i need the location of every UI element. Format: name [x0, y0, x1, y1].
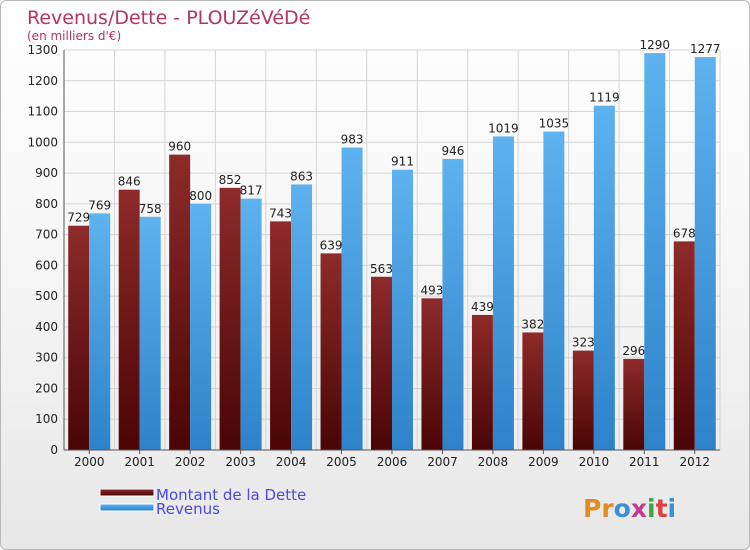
value-label-dette: 729: [67, 211, 90, 225]
value-label-revenus: 1019: [488, 121, 519, 135]
value-label-revenus: 769: [88, 198, 111, 212]
bar-revenus: [593, 105, 615, 450]
value-label-revenus: 946: [442, 144, 465, 158]
value-label-revenus: 983: [341, 133, 364, 147]
legend-label-dette: Montant de la Dette: [156, 486, 306, 504]
value-label-dette: 639: [320, 238, 343, 252]
y-tick-label: 100: [35, 412, 58, 426]
y-tick-label: 200: [35, 381, 58, 395]
bar-revenus: [644, 53, 666, 450]
chart-subtitle: (en milliers d'€): [27, 29, 121, 43]
logo-letter: P: [583, 494, 601, 523]
value-label-dette: 743: [269, 206, 292, 220]
bar-revenus: [694, 57, 716, 450]
y-tick-label: 800: [35, 197, 58, 211]
bar-revenus: [291, 184, 313, 450]
bar-revenus: [543, 131, 565, 451]
x-tick-label: 2012: [679, 455, 710, 469]
legend: Montant de la Dette Revenus: [99, 486, 306, 518]
x-tick-label: 2005: [326, 455, 357, 469]
bar-revenus: [190, 203, 212, 450]
bar-dette: [169, 154, 191, 450]
bar-revenus: [392, 169, 413, 450]
y-tick-label: 1100: [27, 105, 58, 119]
y-tick-label: 500: [35, 289, 58, 303]
logo-letter: r: [601, 494, 614, 523]
x-tick-label: 2000: [74, 455, 105, 469]
y-tick-label: 900: [35, 166, 58, 180]
value-label-revenus: 817: [240, 184, 263, 198]
logo-letter: i: [668, 494, 677, 523]
value-label-revenus: 800: [189, 189, 212, 203]
y-tick-label: 1300: [27, 43, 58, 57]
value-label-revenus: 758: [139, 202, 162, 216]
value-label-revenus: 1290: [640, 38, 671, 52]
value-label-dette: 960: [168, 140, 191, 154]
x-tick-label: 2006: [377, 455, 408, 469]
bar-dette: [68, 225, 90, 450]
value-label-dette: 846: [118, 175, 141, 189]
y-tick-label: 600: [35, 258, 58, 272]
value-label-dette: 852: [219, 173, 242, 187]
chart-title: Revenus/Dette - PLOUZéVéDé: [27, 7, 310, 29]
value-label-dette: 493: [421, 283, 444, 297]
bars-layer: [68, 53, 716, 451]
value-label-revenus: 1035: [539, 117, 570, 131]
x-tick-label: 2003: [225, 455, 256, 469]
value-label-dette: 296: [622, 344, 645, 358]
value-label-revenus: 1119: [589, 91, 620, 105]
y-tick-label: 300: [35, 351, 58, 365]
bar-revenus: [89, 213, 111, 450]
bar-revenus: [240, 198, 262, 450]
bar-dette: [118, 189, 140, 450]
legend-label-revenus: Revenus: [156, 500, 220, 518]
y-tick-label: 1200: [27, 74, 58, 88]
logo-letter: o: [614, 494, 631, 523]
legend-swatch-revenus: [99, 503, 155, 512]
logo-letter: t: [656, 494, 668, 523]
bar-dette: [270, 221, 292, 450]
x-tick-label: 2002: [175, 455, 206, 469]
value-label-dette: 382: [521, 317, 544, 331]
x-tick-label: 2010: [579, 455, 610, 469]
bar-revenus: [492, 136, 514, 450]
axis-layer: 0 100 200 300 400 500 600 700 800 900 1000 1100 1200…: [27, 43, 720, 469]
value-label-revenus: 863: [290, 169, 313, 183]
x-tick-label: 2008: [478, 455, 509, 469]
y-tick-label: 700: [35, 228, 58, 242]
bar-dette: [623, 358, 645, 450]
bar-dette: [471, 314, 493, 450]
value-label-dette: 563: [370, 262, 393, 276]
x-tick-label: 2004: [276, 455, 307, 469]
bar-revenus: [139, 216, 161, 450]
legend-swatch-dette: [99, 488, 155, 497]
value-label-dette: 439: [471, 300, 494, 314]
bar-dette: [522, 332, 544, 450]
x-tick-label: 2009: [528, 455, 559, 469]
logo-letter: i: [647, 494, 656, 523]
x-tick-label: 2007: [427, 455, 458, 469]
bar-dette: [421, 298, 443, 450]
proxiti-logo: Proxiti: [583, 494, 676, 523]
bar-revenus: [442, 158, 464, 450]
logo-letter: x: [631, 494, 647, 523]
x-tick-label: 2001: [124, 455, 155, 469]
y-tick-label: 0: [50, 443, 58, 457]
bar-revenus: [341, 147, 363, 451]
bar-dette: [320, 253, 342, 450]
value-label-dette: 323: [572, 336, 595, 350]
x-tick-label: 2011: [629, 455, 660, 469]
bar-dette: [219, 187, 241, 450]
y-tick-label: 1000: [27, 135, 58, 149]
value-label-dette: 678: [673, 226, 696, 240]
y-tick-label: 400: [35, 320, 58, 334]
value-label-revenus: 911: [391, 155, 414, 169]
bar-dette: [673, 241, 695, 450]
bar-dette: [371, 276, 392, 450]
bar-dette: [572, 350, 594, 450]
value-label-revenus: 1277: [690, 42, 721, 56]
